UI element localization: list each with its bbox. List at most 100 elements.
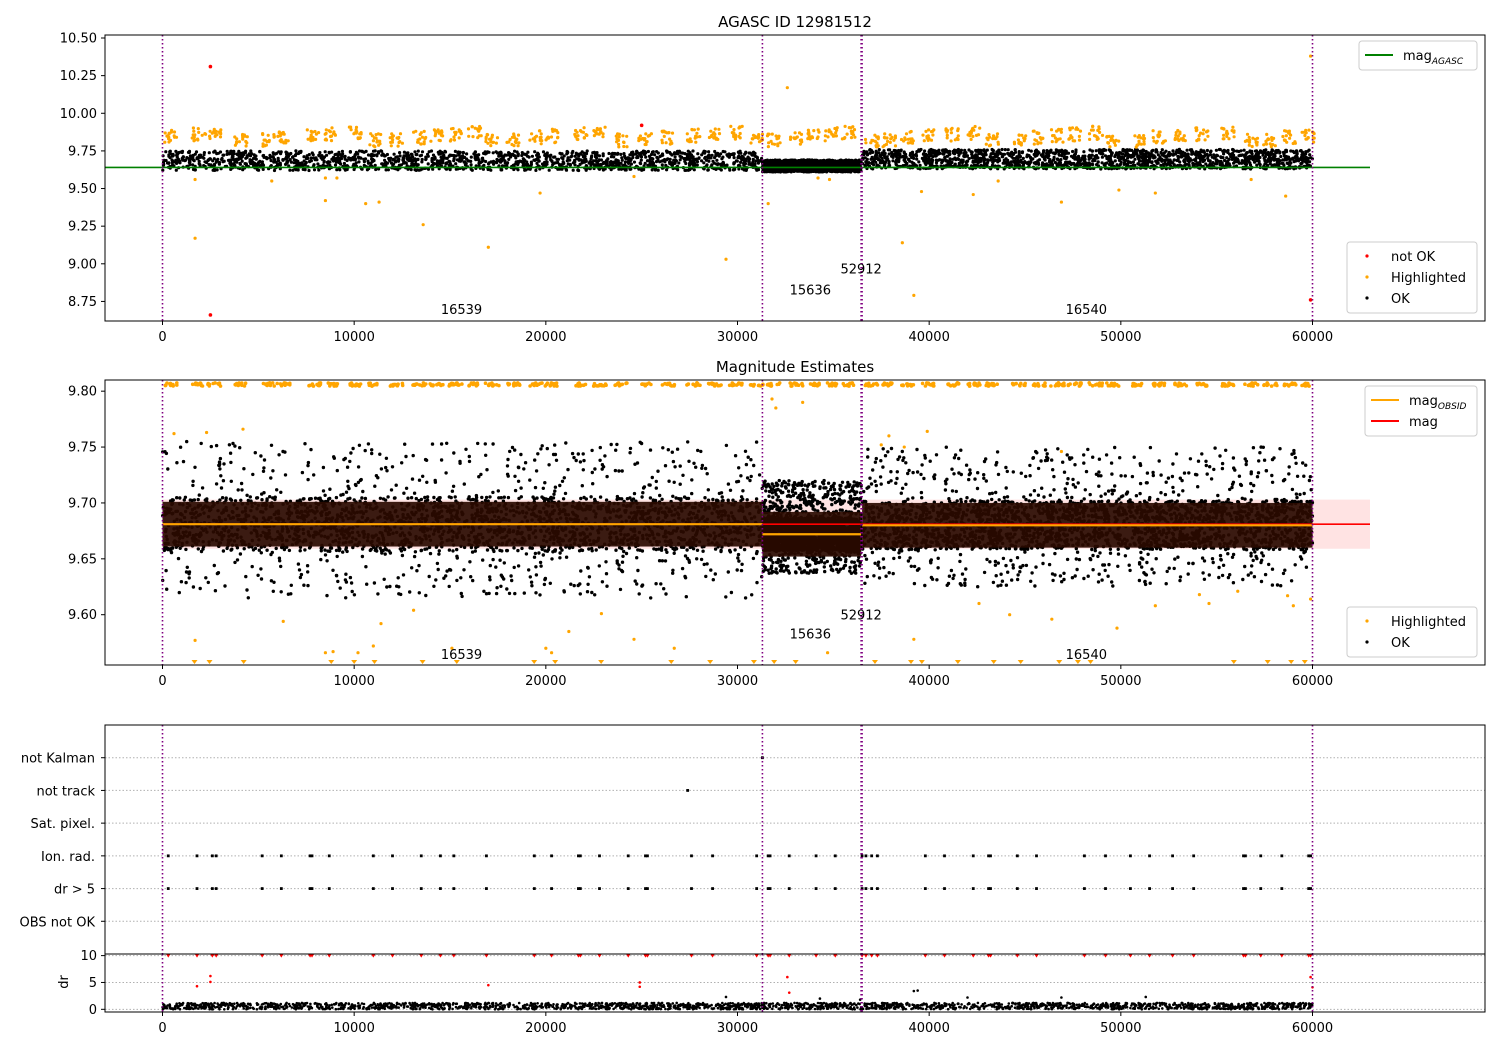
ok-point (746, 156, 750, 160)
ok-point (642, 164, 646, 168)
ok-point (777, 167, 781, 172)
ok-point (1205, 148, 1209, 153)
ok-point (874, 160, 878, 164)
highlighted-point (375, 140, 379, 144)
ok-point (1166, 158, 1170, 162)
ok-point (1082, 150, 1086, 154)
ok-point (257, 168, 261, 172)
ok-point (1215, 158, 1219, 162)
ok-point (1017, 154, 1021, 158)
ok-point (566, 156, 570, 160)
ok-point (230, 153, 234, 157)
ok-point (655, 155, 659, 159)
ok-point (923, 149, 927, 153)
ok-point (497, 159, 501, 163)
ok-point (591, 151, 595, 155)
ok-point (627, 161, 631, 165)
ok-point (697, 156, 701, 160)
ok-point (694, 157, 699, 161)
highlighted-point (330, 126, 334, 130)
ok-point (1208, 153, 1213, 157)
ok-point (401, 158, 405, 162)
ok-point (695, 163, 699, 167)
ok-point (1012, 159, 1016, 163)
ok-point (754, 159, 758, 163)
ok-point (631, 153, 635, 157)
ok-point (731, 168, 736, 172)
highlighted-point (163, 131, 167, 135)
ok-point (262, 155, 266, 159)
ok-point (1043, 158, 1047, 162)
ok-point (1160, 148, 1164, 152)
ok-point (943, 157, 947, 161)
ok-point (658, 160, 662, 164)
ok-point (1051, 158, 1056, 162)
ok-point (696, 152, 700, 156)
ok-point (1172, 158, 1176, 162)
ok-point (665, 150, 669, 154)
ok-point (1214, 148, 1218, 152)
ok-point (316, 162, 320, 166)
ok-point (234, 157, 238, 162)
ok-point (1245, 151, 1249, 155)
ok-point (508, 152, 512, 156)
ok-point (291, 168, 295, 172)
ok-point (845, 162, 849, 166)
ok-point (710, 153, 714, 157)
ok-point (635, 149, 639, 153)
ok-point (979, 148, 983, 152)
ok-point (239, 156, 243, 161)
ok-point (1172, 163, 1176, 167)
ok-point (268, 153, 272, 157)
ok-point (1093, 154, 1097, 159)
ok-point (714, 162, 719, 166)
ok-point (1117, 150, 1122, 155)
ok-point (402, 150, 406, 154)
ok-point (332, 158, 336, 162)
highlighted-point (396, 144, 400, 148)
ok-point (372, 159, 376, 163)
ok-point (1225, 163, 1229, 167)
ok-point (751, 157, 755, 161)
ok-point (1240, 161, 1244, 165)
ok-point (327, 150, 331, 154)
ok-point (890, 152, 894, 156)
ok-point (601, 154, 605, 158)
ok-point (609, 168, 613, 172)
ok-point (198, 155, 202, 159)
highlighted-point (390, 135, 394, 139)
ok-point (651, 157, 655, 161)
highlighted-point (192, 139, 196, 143)
ok-point (1113, 154, 1117, 159)
ok-point (513, 149, 517, 153)
ok-point (1141, 152, 1145, 156)
highlighted-point (197, 130, 201, 134)
ok-point (620, 158, 624, 162)
ok-point (1029, 160, 1033, 164)
ok-point (886, 148, 891, 152)
ok-point (809, 168, 813, 172)
ok-point (424, 157, 428, 162)
ok-point (453, 149, 457, 153)
ok-point (407, 154, 411, 158)
ok-point (465, 152, 469, 156)
ok-point (936, 158, 940, 162)
ok-point (491, 151, 495, 155)
ok-point (1155, 161, 1159, 165)
ok-point (306, 156, 310, 160)
ok-point (568, 163, 572, 167)
ok-point (713, 149, 717, 154)
ok-point (525, 160, 529, 164)
ok-point (472, 152, 476, 156)
ok-point (561, 162, 565, 166)
ok-point (971, 160, 975, 164)
ok-point (524, 168, 528, 172)
ok-point (1046, 151, 1050, 155)
ok-point (1232, 161, 1236, 165)
ok-point (233, 160, 237, 164)
ok-point (774, 169, 778, 173)
ok-point (409, 152, 413, 156)
ok-point (647, 159, 652, 163)
ok-point (348, 150, 352, 154)
ok-point (794, 167, 799, 171)
